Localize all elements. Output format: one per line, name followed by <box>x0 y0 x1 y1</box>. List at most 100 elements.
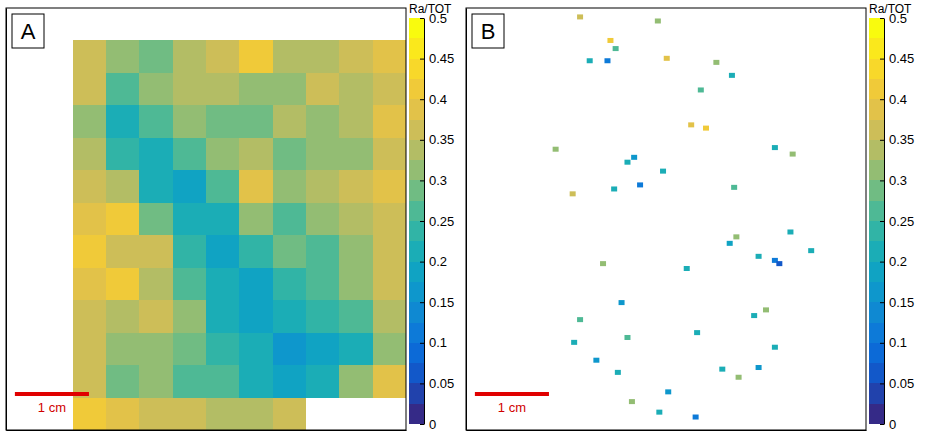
colorbar-axis: 00.050.10.150.20.250.30.350.40.450.5 <box>880 11 914 432</box>
heatmap-cell <box>73 105 106 137</box>
heatmap-cell <box>206 138 239 170</box>
colorbar-tick-mark <box>880 424 884 425</box>
colorbar-tick-mark <box>880 59 884 60</box>
colorbar-tick-mark <box>880 221 884 222</box>
heatmap-cell <box>339 203 372 235</box>
spot <box>619 300 625 305</box>
heatmap-cell <box>239 365 272 397</box>
heatmap-cell <box>273 170 306 202</box>
colorbar-band <box>409 404 424 424</box>
colorbar-band <box>869 282 884 302</box>
heatmap-cell <box>239 398 272 430</box>
colorbar-tick: 0.45 <box>420 51 454 66</box>
heatmap-cell <box>173 73 206 105</box>
colorbar-band <box>869 180 884 200</box>
heatmap-cell <box>73 40 106 72</box>
spot <box>698 87 704 92</box>
colorbar-tick: 0.4 <box>880 92 907 107</box>
heatmap-cell <box>339 40 372 72</box>
heatmap-cell <box>139 235 172 267</box>
heatmap-cell <box>206 365 239 397</box>
heatmap-cell <box>139 398 172 430</box>
colorbar-band <box>409 343 424 363</box>
spot <box>577 14 583 19</box>
heatmap-cell <box>273 365 306 397</box>
colorbar-band <box>869 140 884 160</box>
colorbar-tick-label: 0.05 <box>889 376 914 391</box>
heatmap-cell <box>373 365 406 397</box>
spot <box>713 60 719 65</box>
spot <box>703 126 709 131</box>
colorbar-tick-mark <box>420 424 424 425</box>
heatmap-cell <box>206 235 239 267</box>
colorbar-tick: 0 <box>420 417 436 432</box>
heatmap-cell <box>306 203 339 235</box>
heatmap-cell <box>339 170 372 202</box>
spot <box>756 365 762 370</box>
colorbar-tick-mark <box>880 140 884 141</box>
heatmap-cell <box>239 40 272 72</box>
heatmap-cell <box>139 40 172 72</box>
colorbar-tick-mark <box>420 180 424 181</box>
panel-letter-box <box>12 14 44 48</box>
heatmap-cell <box>173 170 206 202</box>
colorbar-tick: 0.2 <box>880 254 907 269</box>
spot <box>577 317 583 322</box>
colorbar-band <box>869 343 884 363</box>
colorbar-tick-mark <box>880 383 884 384</box>
heatmap-cell <box>173 40 206 72</box>
spot <box>571 340 577 345</box>
colorbar-axis-line <box>424 19 425 425</box>
heatmap-cell <box>73 333 106 365</box>
spot <box>664 56 670 61</box>
spot <box>688 122 694 127</box>
heatmap-cell <box>173 268 206 300</box>
heatmap-cell <box>106 170 139 202</box>
spot <box>607 38 613 43</box>
colorbar-band <box>869 79 884 99</box>
colorbar-band <box>409 38 424 58</box>
spot <box>776 261 782 266</box>
spot <box>600 261 606 266</box>
colorbar-band <box>869 201 884 221</box>
colorbar: 00.050.10.150.20.250.30.350.40.450.5Ra/T… <box>409 2 454 432</box>
colorbar-tick-mark <box>420 59 424 60</box>
heatmap-cell <box>306 40 339 72</box>
spot <box>693 415 699 420</box>
heatmap-cell <box>106 138 139 170</box>
colorbar-tick-mark <box>880 302 884 303</box>
heatmap-cell <box>206 73 239 105</box>
scale-bar <box>15 392 89 396</box>
colorbar-band <box>409 221 424 241</box>
panel-letter: B <box>481 19 496 44</box>
heatmap-cell <box>273 235 306 267</box>
colorbar-band <box>409 120 424 140</box>
heatmap-cell <box>273 203 306 235</box>
heatmap-cell <box>173 235 206 267</box>
colorbar-tick-mark <box>880 18 884 19</box>
plot-frame <box>466 8 866 430</box>
heatmap-cell <box>373 203 406 235</box>
heatmap-cell <box>206 300 239 332</box>
heatmap-cell <box>306 235 339 267</box>
colorbar-tick: 0.1 <box>420 335 447 350</box>
heatmap-cell <box>239 235 272 267</box>
heatmap-cell <box>373 300 406 332</box>
colorbar-tick-label: 0.3 <box>429 173 447 188</box>
colorbar-tick-label: 0 <box>889 417 896 432</box>
colorbar-band <box>409 160 424 180</box>
colorbar-band <box>869 99 884 119</box>
colorbar-band <box>869 59 884 79</box>
heatmap-cell <box>339 300 372 332</box>
heatmap-cell <box>273 398 306 430</box>
spot <box>570 191 576 196</box>
colorbar-axis: 00.050.10.150.20.250.30.350.40.450.5 <box>420 11 454 432</box>
colorbar-band <box>869 383 884 403</box>
panel-letter: A <box>21 19 36 44</box>
heatmap-cell <box>173 300 206 332</box>
heatmap-cell <box>139 365 172 397</box>
heatmap-cell <box>306 105 339 137</box>
colorbar-band <box>409 262 424 282</box>
heatmap-cell <box>273 73 306 105</box>
colorbar-band <box>869 120 884 140</box>
